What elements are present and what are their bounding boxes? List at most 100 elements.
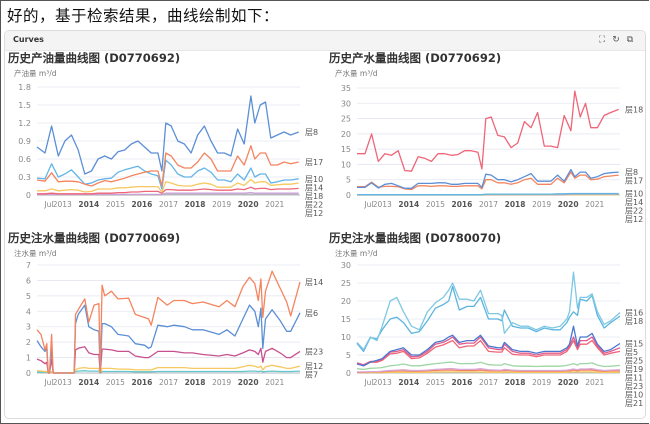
series-line-层15 [356, 325, 621, 367]
y-tick-label: 5 [346, 176, 351, 185]
chart-title-injection-d0780070: 历史注水量曲线图 (D0780070) [329, 231, 502, 245]
x-tick-label: 2020 [238, 200, 259, 209]
series-line-层19 [356, 361, 621, 371]
chart-0: 0 0.3 0.6 0.9 1.2 1.5 1.8 Jul 2013 2014 2015 2016 20… [18, 83, 323, 218]
x-tick-label: 2020 [558, 378, 579, 387]
series-line-层10 [357, 192, 619, 196]
series-line-层18 [37, 186, 299, 195]
series-end-label: 层15 [625, 339, 643, 348]
card-header: Curves ⛶ ↻ ⧉ [5, 31, 645, 51]
x-tick-label: 2016 [131, 200, 152, 209]
x-tick-label: 2013 [53, 378, 72, 387]
series-end-label: 层17 [305, 158, 323, 167]
y-tick-label: 20 [341, 130, 351, 139]
x-tick-label: 2015 [426, 200, 445, 209]
fullscreen-icon[interactable]: ⛶ [598, 35, 606, 45]
x-tick-label: 2019 [532, 200, 551, 209]
x-tick-label: 2019 [212, 378, 231, 387]
series-end-label: 层19 [625, 365, 643, 374]
series-end-label: 层10 [305, 175, 323, 184]
y-axis-name-injection-d0780070: 注水量 m³/d [335, 249, 378, 258]
x-tick-label: 2016 [451, 378, 472, 387]
series-end-label: 层8 [305, 128, 318, 137]
x-tick-label: 2021 [585, 200, 604, 209]
series-line-层8 [357, 168, 619, 189]
x-tick-label: 2021 [585, 378, 604, 387]
series-end-label: 层18 [305, 192, 323, 201]
x-tick-label: 2020 [558, 200, 579, 209]
assistant-message-text: 好的，基于检索结果，曲线绘制如下： [7, 7, 280, 25]
y-tick-label: 0 [26, 191, 31, 200]
series-end-label: 层8 [625, 168, 638, 177]
chart-title-injection-d0770069: 历史注水量曲线图 (D0770069) [8, 231, 181, 245]
x-tick-label: 2015 [426, 378, 445, 387]
series-end-label: 层6 [305, 309, 318, 318]
series-line-层18 [356, 285, 621, 353]
y-tick-label: 6 [26, 276, 31, 285]
series-end-label: 层10 [625, 189, 643, 198]
series-line-层14 [36, 270, 301, 374]
x-tick-label: 2013 [373, 200, 392, 209]
series-end-label: 层12 [625, 215, 643, 224]
chart-title-water: 历史产水量曲线图 (D0770692) [329, 51, 502, 65]
series-line-层8 [36, 95, 299, 175]
y-tick-label: 5 [346, 351, 351, 360]
series-end-label: 层12 [305, 362, 323, 371]
series-line-层14 [37, 178, 299, 193]
y-axis-name-water: 产水量 m³/d [335, 69, 378, 78]
series-end-label: 层22 [305, 200, 323, 209]
series-line-层18 [357, 90, 619, 172]
y-tick-label: 1 [26, 354, 31, 363]
series-line-层16 [356, 271, 621, 351]
refresh-icon[interactable]: ↻ [612, 35, 620, 45]
y-tick-label: 15 [341, 145, 351, 154]
x-tick-label: 2020 [238, 378, 259, 387]
y-tick-label: 0.6 [18, 155, 31, 164]
series-end-label: 层18 [625, 317, 643, 326]
y-axis-name-injection-d0770069: 注水量 m³/d [14, 249, 57, 258]
x-tick-label: 2017 [159, 200, 178, 209]
y-tick-label: 35 [341, 84, 351, 93]
card-title: Curves [13, 35, 44, 44]
y-tick-label: 20 [341, 297, 351, 306]
y-tick-label: 5 [26, 292, 31, 301]
series-line-层25 [356, 339, 621, 367]
y-tick-label: 1.2 [18, 119, 31, 128]
x-tick-label: 2015 [106, 378, 125, 387]
series-end-label: 层14 [305, 183, 323, 192]
y-tick-label: 25 [341, 279, 351, 288]
x-tick-label: 2016 [131, 378, 152, 387]
y-tick-label: 25 [341, 115, 351, 124]
x-tick-label: 2019 [532, 378, 551, 387]
chart-1: 0 5 10 15 20 25 30 35 Jul 2013 2014 2015 2016 2017 201… [341, 84, 643, 224]
y-tick-label: 10 [341, 333, 351, 342]
y-tick-label: 0.9 [18, 137, 31, 146]
x-tick-label: 2016 [451, 200, 472, 209]
series-end-label: 层5 [625, 348, 638, 357]
series-line-层17 [36, 145, 299, 187]
y-tick-label: 1.5 [18, 101, 31, 110]
x-tick-label: Jul [363, 200, 373, 209]
chart-title-oil: 历史产油量曲线图 (D0770692) [8, 51, 181, 65]
copy-icon[interactable]: ⧉ [626, 35, 634, 45]
x-tick-label: 2017 [159, 378, 178, 387]
x-tick-label: 2015 [106, 200, 125, 209]
x-tick-label: 2017 [479, 378, 498, 387]
x-tick-label: Jul [363, 378, 373, 387]
series-end-label: 层14 [305, 278, 323, 287]
x-tick-label: 2018 [185, 378, 206, 387]
chart-2: 0 1 2 3 4 5 6 7 Jul 2013 2014 2015 2016 2017 2018 2019 2… [26, 261, 323, 387]
x-tick-label: 2014 [78, 378, 99, 387]
series-end-label: 层21 [625, 399, 643, 408]
y-axis-name-oil: 产油量 m³/d [14, 69, 57, 78]
y-tick-label: 30 [341, 99, 351, 108]
series-end-label: 层25 [625, 356, 643, 365]
x-tick-label: Jul [43, 200, 53, 209]
series-end-label: 层23 [625, 382, 643, 391]
y-tick-label: 0 [26, 369, 31, 378]
y-tick-label: 7 [26, 261, 31, 270]
x-tick-label: 2013 [53, 200, 72, 209]
x-tick-label: 2018 [505, 200, 526, 209]
y-tick-label: 2 [26, 338, 31, 347]
